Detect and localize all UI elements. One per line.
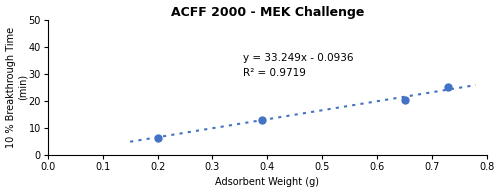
Title: ACFF 2000 - MEK Challenge: ACFF 2000 - MEK Challenge <box>170 6 364 19</box>
Point <box>154 136 162 140</box>
X-axis label: Adsorbent Weight (g): Adsorbent Weight (g) <box>216 177 320 187</box>
Point <box>444 86 452 89</box>
Point <box>258 118 266 121</box>
Text: y = 33.249x - 0.0936
R² = 0.9719: y = 33.249x - 0.0936 R² = 0.9719 <box>242 53 353 78</box>
Point <box>400 99 408 102</box>
Y-axis label: 10 % Breakthrough Time
(min): 10 % Breakthrough Time (min) <box>6 27 27 148</box>
